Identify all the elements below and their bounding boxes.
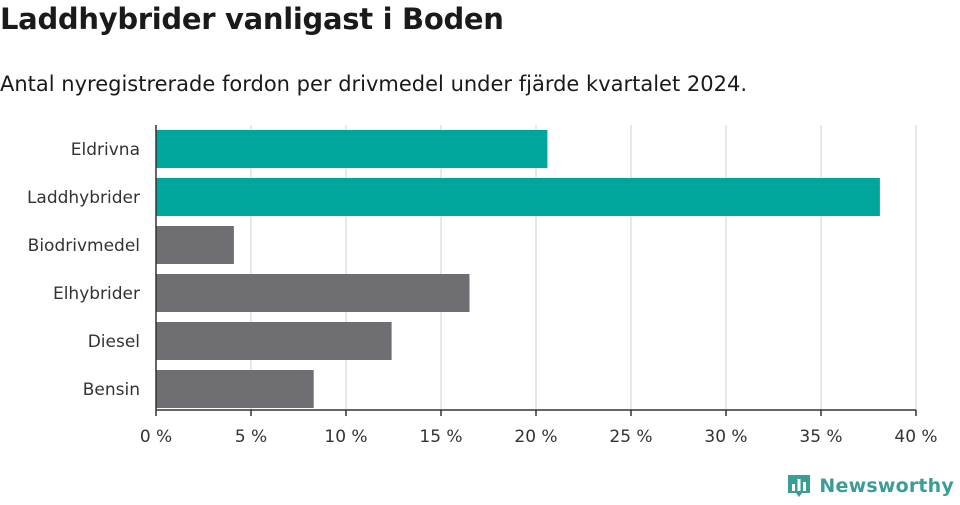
x-tick-label: 40 % [894,427,937,447]
category-label: Elhybrider [53,284,140,304]
x-tick-label: 10 % [324,427,367,447]
category-label: Eldrivna [71,140,140,160]
category-label: Biodrivmedel [28,236,140,256]
bar-eldrivna [156,130,548,168]
bar-diesel [156,322,392,360]
bar-bensin [156,370,314,408]
category-label: Diesel [88,332,140,352]
bar-chart-icon [788,475,811,497]
x-tick-label: 20 % [514,427,557,447]
x-tick-label: 30 % [704,427,747,447]
newsworthy-logo: Newsworthy [786,473,954,499]
category-label: Bensin [83,380,140,400]
x-tick-label: 15 % [419,427,462,447]
logo-text: Newsworthy [819,475,954,497]
chart-subtitle: Antal nyregistrerade fordon per drivmede… [0,72,748,96]
bar-elhybrider [156,274,470,312]
x-tick-label: 35 % [799,427,842,447]
bar-laddhybrider [156,178,880,216]
chart-title: Laddhybrider vanligast i Boden [0,2,504,36]
x-tick-label: 25 % [609,427,652,447]
x-tick-label: 0 % [140,427,172,447]
x-tick-label: 5 % [235,427,267,447]
bar-biodrivmedel [156,226,234,264]
category-label: Laddhybrider [27,188,140,208]
